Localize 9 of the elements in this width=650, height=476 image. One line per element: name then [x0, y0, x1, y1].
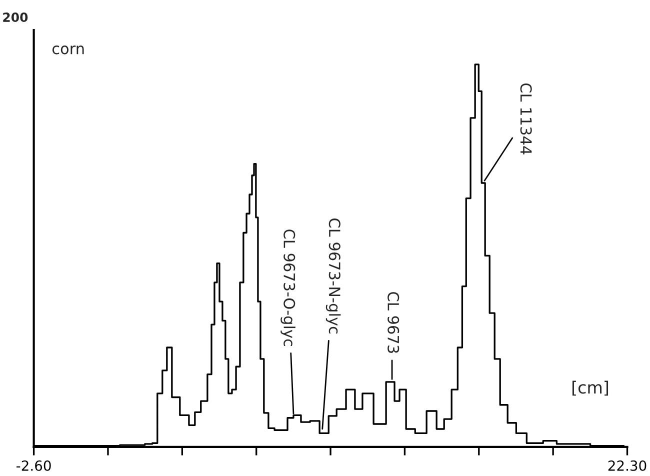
chart-title: corn: [52, 46, 84, 54]
annotation: CL 9673-N-glyc: [326, 218, 341, 334]
x-tick-label: -2.60: [16, 460, 51, 471]
annotation: CL 9673-O-glyc: [280, 230, 296, 346]
x-tick-label: 22.30: [608, 460, 646, 471]
annotation: CL 11344: [520, 83, 532, 154]
text: 200: [3, 12, 28, 22]
x-axis-title: [cm]: [572, 380, 608, 396]
annotation: CL 9673: [388, 292, 400, 353]
